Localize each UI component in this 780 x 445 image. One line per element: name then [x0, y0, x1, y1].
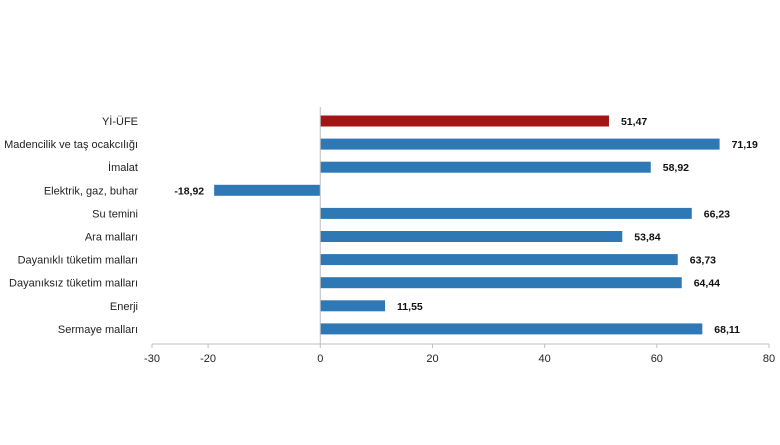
bar: [320, 161, 651, 173]
value-labels: 51,47 71,19 58,92 -18,92 66,23 53,84 63,73 64,4…: [174, 116, 758, 336]
bar: [320, 115, 609, 127]
bar: [214, 184, 321, 196]
category-label: Dayanıklı tüketim malları: [18, 255, 138, 267]
x-tick-label: 80: [763, 353, 775, 365]
bar: [320, 254, 678, 266]
data-label: 51,47: [621, 116, 647, 128]
x-tick-label: 0: [317, 353, 323, 365]
x-tick-label: -20: [200, 353, 216, 365]
data-label: 64,44: [694, 278, 720, 290]
x-tick-label: 60: [651, 353, 663, 365]
category-label: Enerji: [110, 301, 138, 313]
data-label: -18,92: [174, 185, 204, 197]
bar: [320, 231, 623, 242]
x-tick-label: -30: [144, 353, 160, 365]
x-axis: -30 -20 0 20 40 60 80: [144, 107, 775, 365]
bars: [214, 115, 720, 335]
bar: [320, 207, 692, 219]
category-label: Elektrik, gaz, buhar: [44, 185, 138, 197]
category-label: Yİ-ÜFE: [102, 115, 138, 128]
data-label: 53,84: [634, 232, 660, 244]
category-label: Ara malları: [85, 232, 138, 244]
data-label: 71,19: [732, 139, 758, 151]
category-label: Su temini: [92, 208, 138, 220]
data-label: 11,55: [397, 301, 423, 313]
category-label: İmalat: [108, 161, 138, 174]
data-label: 63,73: [690, 255, 716, 267]
category-label: Dayanıksız tüketim malları: [9, 278, 138, 290]
x-tick-label: 40: [539, 353, 551, 365]
bar: [320, 323, 703, 335]
category-labels: Yİ-ÜFE Madencilik ve taş ocakcılığı İmalat…: [4, 115, 138, 336]
data-label: 58,92: [663, 162, 689, 174]
bar: [320, 300, 386, 312]
x-tick-label: 20: [426, 353, 438, 365]
data-label: 66,23: [704, 208, 730, 220]
bar: [320, 277, 682, 289]
data-label: 68,11: [714, 324, 740, 336]
bar: [320, 138, 720, 150]
category-label: Sermaye malları: [58, 324, 138, 336]
category-label: Madencilik ve taş ocakcılığı: [4, 139, 138, 151]
